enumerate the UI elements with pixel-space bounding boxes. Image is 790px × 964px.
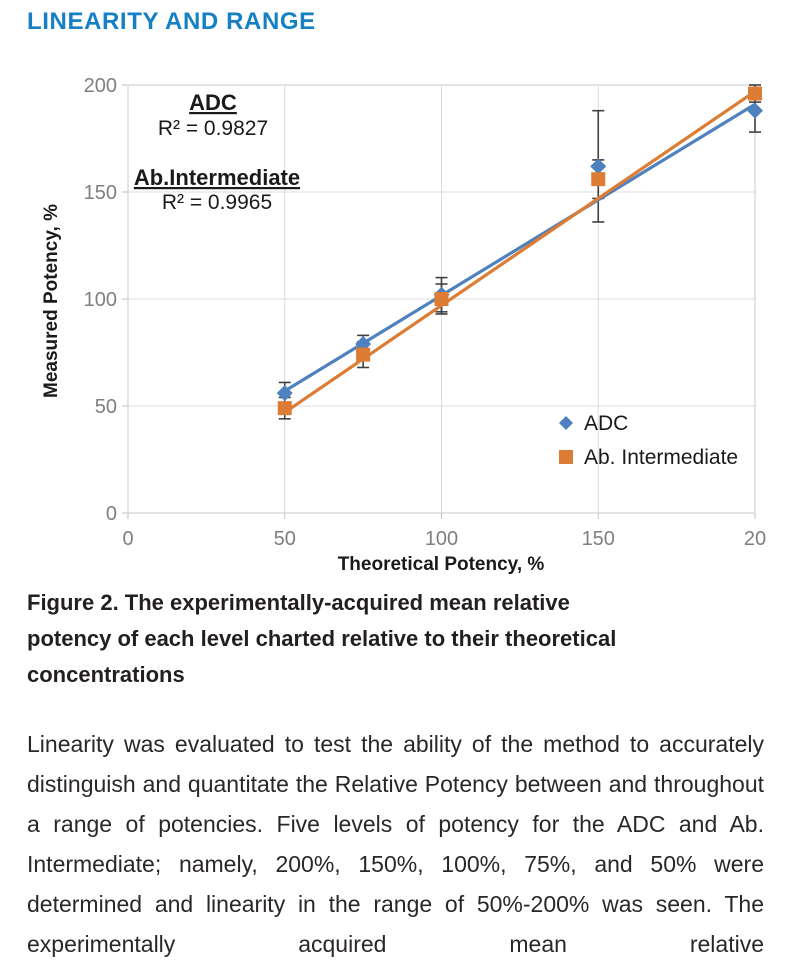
axis-tick-marks bbox=[122, 84, 756, 519]
annotation-adc-r2: R² = 0.9827 bbox=[158, 117, 268, 140]
plot-border bbox=[127, 84, 756, 514]
y-axis-title: Measured Potency, % bbox=[41, 204, 62, 398]
x-tick-labels: 0 50 100 150 20 bbox=[122, 528, 766, 550]
markers-square bbox=[277, 86, 762, 416]
legend-square-icon bbox=[559, 450, 573, 464]
x-axis-title: Theoretical Potency, % bbox=[338, 554, 545, 575]
svg-text:150: 150 bbox=[84, 182, 117, 204]
annotation-adc-title: ADC bbox=[189, 90, 237, 115]
trendline-diamond bbox=[283, 102, 756, 393]
svg-text:100: 100 bbox=[84, 289, 117, 311]
annotation-abint-r2: R² = 0.9965 bbox=[162, 191, 272, 214]
y-tick-labels: 0 50 100 150 200 bbox=[84, 75, 117, 525]
legend: ADC Ab. Intermediate bbox=[559, 412, 738, 469]
svg-text:50: 50 bbox=[274, 528, 296, 550]
annotation-abint-title: Ab.Intermediate bbox=[134, 165, 300, 190]
linearity-chart-figure: ADC Ab. Intermediate ADC R² = 0.9827 Ab.Inte… bbox=[0, 58, 790, 582]
svg-text:200: 200 bbox=[84, 75, 117, 97]
svg-text:100: 100 bbox=[425, 528, 458, 550]
svg-text:150: 150 bbox=[582, 528, 615, 550]
trendline-square bbox=[283, 90, 756, 414]
svg-text:50: 50 bbox=[95, 396, 117, 418]
svg-text:0: 0 bbox=[122, 528, 133, 550]
svg-text:0: 0 bbox=[106, 503, 117, 525]
legend-label: ADC bbox=[584, 412, 628, 435]
section-title: LINEARITY AND RANGE bbox=[27, 8, 316, 35]
figure-caption: Figure 2. The experimentally-acquired me… bbox=[27, 590, 617, 687]
legend-label: Ab. Intermediate bbox=[584, 446, 738, 469]
body-paragraph: Linearity was evaluated to test the abil… bbox=[27, 731, 764, 957]
svg-text:20: 20 bbox=[744, 528, 766, 550]
legend-diamond-icon bbox=[559, 416, 573, 430]
